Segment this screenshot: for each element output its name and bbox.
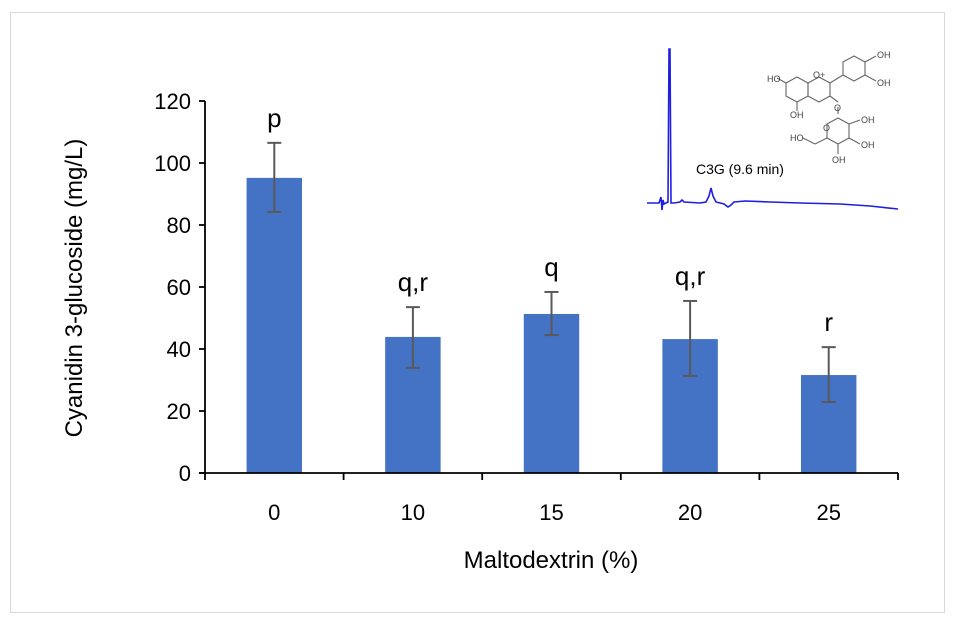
significance-letter: q,r <box>675 261 706 291</box>
y-tick-label: 40 <box>167 337 191 362</box>
svg-text:HO: HO <box>790 133 804 143</box>
y-tick-label: 0 <box>179 461 191 486</box>
significance-letter: q,r <box>398 267 429 297</box>
error-bar <box>267 141 282 213</box>
bar-15 <box>523 313 580 473</box>
svg-text:O: O <box>823 123 830 133</box>
error-bar <box>405 306 420 369</box>
svg-text:OH: OH <box>861 140 875 150</box>
svg-text:OH: OH <box>877 50 891 60</box>
y-tick-label: 120 <box>154 89 191 114</box>
x-tick-label: 0 <box>268 500 280 525</box>
x-tick-label: 25 <box>816 500 840 525</box>
y-tick-label: 60 <box>167 275 191 300</box>
x-tick-label: 10 <box>401 500 425 525</box>
svg-text:O: O <box>834 103 841 113</box>
svg-text:OH: OH <box>832 155 846 165</box>
x-axis-title: Maltodextrin (%) <box>464 547 639 574</box>
significance-letter: r <box>824 307 833 337</box>
significance-letter: p <box>267 103 281 133</box>
svg-text:OH: OH <box>877 78 891 88</box>
y-tick-label: 100 <box>154 151 191 176</box>
svg-text:OH: OH <box>861 115 875 125</box>
chart-frame <box>10 12 945 613</box>
y-tick-label: 20 <box>167 399 191 424</box>
x-tick-label: 15 <box>539 500 563 525</box>
svg-text:O+: O+ <box>813 70 825 80</box>
y-tick-label: 80 <box>167 213 191 238</box>
error-bar <box>821 346 836 404</box>
chromatogram-trace <box>647 48 899 211</box>
x-ticks-layer: 0 10 15 20 25 <box>204 473 899 525</box>
svg-text:OH: OH <box>790 110 804 120</box>
significance-labels-layer: p q,r q q,r r <box>267 103 833 337</box>
chromatogram-inset: C3G (9.6 min) <box>647 48 899 211</box>
c3g-structure-icon: HO O+ OH OH OH O O OH HO OH OH <box>767 50 891 165</box>
y-axis-title: Cyanidin 3-glucoside (mg/L) <box>61 139 88 438</box>
svg-text:HO: HO <box>767 74 781 84</box>
significance-letter: q <box>544 252 558 282</box>
error-bar <box>683 299 698 377</box>
bar-0 <box>246 177 303 473</box>
error-bars-layer <box>267 141 836 404</box>
x-tick-label: 20 <box>678 500 702 525</box>
y-ticks-layer: 0 20 40 60 80 100 120 <box>154 89 205 486</box>
peak-label: C3G (9.6 min) <box>696 161 784 177</box>
error-bar <box>544 290 559 337</box>
